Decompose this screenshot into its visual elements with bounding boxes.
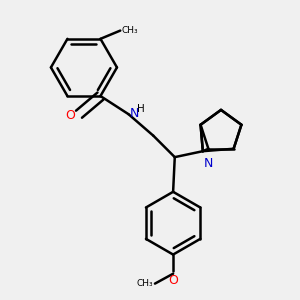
Text: N: N [203, 157, 213, 170]
Text: O: O [65, 110, 75, 122]
Text: H: H [137, 104, 145, 114]
Text: N: N [130, 107, 139, 120]
Text: O: O [168, 274, 178, 287]
Text: CH₃: CH₃ [122, 26, 139, 35]
Text: CH₃: CH₃ [137, 279, 153, 288]
